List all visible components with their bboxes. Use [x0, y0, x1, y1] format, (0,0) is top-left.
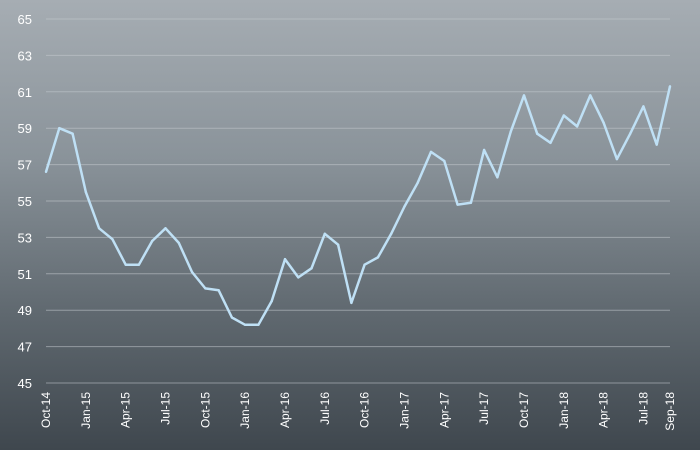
y-tick-label: 59 [18, 121, 32, 136]
data-point [283, 258, 287, 261]
data-point [190, 270, 194, 274]
y-tick-label: 55 [18, 194, 32, 209]
y-tick-label: 65 [18, 12, 32, 27]
data-point [230, 316, 234, 319]
data-point [257, 323, 260, 326]
data-point [71, 132, 74, 135]
data-point [336, 243, 340, 246]
x-tick-label: Jan-17 [397, 392, 411, 429]
x-tick-label: Apr-18 [597, 392, 611, 428]
x-tick-label: Jan-16 [238, 392, 252, 429]
data-point [310, 267, 313, 270]
data-point [403, 205, 406, 208]
x-tick-label: Jul-15 [158, 392, 172, 425]
data-point [243, 323, 247, 326]
data-point [575, 125, 579, 128]
data-point [84, 190, 88, 194]
data-point [124, 263, 127, 266]
data-point [390, 232, 393, 235]
x-tick-label: Apr-15 [119, 392, 133, 428]
x-tick-label: Jan-18 [557, 392, 571, 429]
data-point [429, 150, 433, 154]
x-tick-label: Jan-15 [79, 392, 93, 429]
data-point [615, 157, 619, 161]
data-point [270, 299, 273, 303]
data-point [655, 143, 658, 146]
data-point [629, 132, 632, 135]
data-point [469, 201, 473, 204]
y-tick-label: 47 [18, 340, 32, 355]
data-point [496, 176, 499, 179]
data-point [562, 114, 565, 117]
data-point [602, 121, 605, 124]
y-tick-label: 49 [18, 303, 32, 318]
data-point [58, 127, 61, 130]
data-point [522, 94, 526, 97]
y-tick-label: 53 [18, 230, 32, 245]
y-tick-label: 63 [18, 48, 32, 63]
data-point [97, 227, 101, 230]
x-tick-label: Jul-16 [318, 392, 332, 425]
data-point [44, 170, 48, 174]
x-tick-label: Jul-17 [477, 392, 491, 425]
data-point [589, 94, 592, 97]
data-point [297, 276, 300, 279]
x-tick-label: Apr-16 [278, 392, 292, 428]
data-point [416, 181, 419, 184]
x-tick-label: Oct-16 [358, 392, 372, 428]
x-tick-label: Sep-18 [663, 392, 677, 431]
data-point [456, 203, 459, 206]
data-point [323, 232, 326, 235]
data-point [164, 227, 167, 230]
x-tick-label: Apr-17 [437, 392, 451, 428]
data-point [536, 132, 539, 135]
data-point [549, 141, 552, 144]
x-tick-label: Oct-15 [198, 392, 212, 428]
y-tick-label: 51 [18, 267, 32, 282]
data-point [642, 105, 645, 108]
x-axis-tick-labels: Oct-14 Jan-15 Apr-15 Jul-15 Oct-15 Jan-16 Apr-… [39, 392, 677, 431]
x-tick-label: Jul-18 [636, 392, 650, 425]
data-point [668, 85, 672, 88]
y-tick-label: 61 [18, 85, 32, 100]
series-layer [44, 85, 672, 327]
data-point [137, 263, 141, 266]
data-point [482, 148, 486, 152]
data-point [151, 239, 154, 243]
y-tick-label: 45 [18, 376, 32, 391]
data-point [177, 241, 180, 245]
data-point [350, 301, 353, 305]
gridlines [46, 18, 670, 384]
data-point [376, 256, 380, 259]
data-point [443, 159, 446, 163]
x-tick-label: Oct-14 [39, 392, 53, 428]
x-tick-label: Oct-17 [517, 392, 531, 428]
y-tick-label: 57 [18, 158, 32, 173]
y-axis-tick-labels: 45 47 49 51 53 55 57 59 61 63 65 [18, 12, 32, 391]
series-line [44, 86, 672, 327]
data-point [204, 287, 207, 290]
data-point [111, 238, 114, 241]
data-point [217, 289, 220, 292]
data-point [509, 130, 512, 133]
data-point [363, 263, 366, 266]
